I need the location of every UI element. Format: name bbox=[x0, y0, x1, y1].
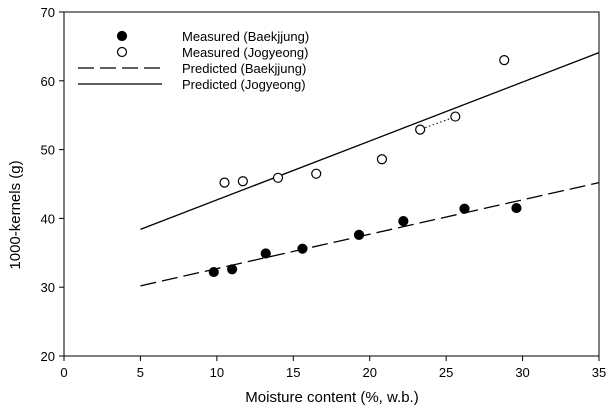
y-tick-label: 60 bbox=[41, 74, 55, 89]
plot-border bbox=[63, 11, 600, 357]
measured-point-jogyeong bbox=[272, 172, 284, 183]
legend-marker-symbol bbox=[116, 46, 128, 58]
x-tick-label: 25 bbox=[439, 365, 453, 380]
y-tick-label: 20 bbox=[41, 349, 55, 364]
measured-point-jogyeong bbox=[311, 168, 322, 179]
y-axis: 20 30 40 50 60 70 bbox=[41, 5, 64, 364]
x-tick-label: 15 bbox=[286, 365, 300, 380]
measured-point-jogyeong bbox=[376, 154, 388, 165]
x-axis-label: Moisture content (%, w.b.) bbox=[245, 389, 418, 406]
measured-point-jogyeong bbox=[450, 111, 461, 122]
y-tick-label: 50 bbox=[41, 143, 55, 158]
predicted-line-3 bbox=[140, 51, 600, 231]
measured-point-baekjjung bbox=[297, 243, 308, 254]
dotted-connector bbox=[424, 118, 451, 129]
measured-point-baekjjung bbox=[398, 216, 409, 227]
y-tick-label: 40 bbox=[41, 211, 55, 226]
measured-point-jogyeong bbox=[219, 177, 230, 188]
legend-label: Measured (Baekjjung) bbox=[182, 29, 309, 44]
x-tick-label: 10 bbox=[210, 365, 224, 380]
measured-point-baekjjung bbox=[353, 229, 365, 241]
measured-point-baekjjung bbox=[511, 202, 522, 214]
x-axis: 0 5 10 15 20 25 30 35 bbox=[60, 356, 606, 380]
legend-marker-symbol bbox=[116, 30, 128, 42]
y-tick-label: 30 bbox=[41, 280, 55, 295]
legend-label: Measured (Jogyeong) bbox=[182, 45, 308, 60]
y-tick-label: 70 bbox=[41, 5, 55, 20]
legend-label: Predicted (Baekjjung) bbox=[182, 61, 306, 76]
x-tick-label: 5 bbox=[137, 365, 144, 380]
x-tick-label: 35 bbox=[592, 365, 606, 380]
plot-frame bbox=[63, 11, 600, 357]
x-tick-label: 30 bbox=[515, 365, 529, 380]
x-tick-label: 20 bbox=[362, 365, 376, 380]
legend: Measured (Baekjjung)Measured (Jogyeong)P… bbox=[78, 29, 309, 92]
x-tick-label: 0 bbox=[60, 365, 67, 380]
measured-point-baekjjung bbox=[260, 248, 271, 259]
measured-points bbox=[208, 55, 522, 278]
measured-point-baekjjung bbox=[208, 266, 219, 278]
y-axis-label: 1000-kernels (g) bbox=[7, 160, 24, 269]
legend-label: Predicted (Jogyeong) bbox=[182, 77, 306, 92]
measured-point-jogyeong bbox=[415, 124, 426, 135]
measured-point-jogyeong bbox=[237, 176, 248, 187]
measured-point-baekjjung bbox=[227, 264, 238, 275]
measured-point-jogyeong bbox=[499, 55, 510, 66]
measured-point-baekjjung bbox=[459, 203, 470, 214]
